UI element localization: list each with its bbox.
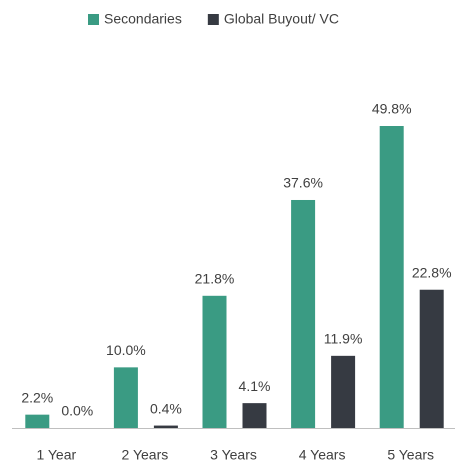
x-tick-label: 2 Years xyxy=(122,447,169,463)
value-label: 49.8% xyxy=(372,101,412,117)
x-tick-label: 3 Years xyxy=(210,447,257,463)
bar xyxy=(153,425,178,428)
bar xyxy=(25,414,50,428)
x-tick-label: 4 Years xyxy=(299,447,346,463)
legend-label: Secondaries xyxy=(104,11,182,27)
value-label: 4.1% xyxy=(239,378,271,394)
bar xyxy=(291,199,316,428)
bar xyxy=(202,295,227,428)
bar xyxy=(113,367,138,428)
bar xyxy=(419,289,444,428)
value-label: 2.2% xyxy=(21,389,53,405)
legend-label: Global Buyout/ VC xyxy=(224,11,339,27)
x-tick-label: 1 Year xyxy=(36,447,76,463)
value-label: 11.9% xyxy=(324,331,363,347)
bar xyxy=(242,403,267,428)
value-label: 22.8% xyxy=(412,264,452,280)
value-label: 0.4% xyxy=(150,400,182,416)
legend-swatch xyxy=(88,14,99,25)
bar xyxy=(379,126,404,428)
value-label: 0.0% xyxy=(61,403,93,419)
x-tick-label: 5 Years xyxy=(387,447,434,463)
value-label: 37.6% xyxy=(283,175,323,191)
value-label: 21.8% xyxy=(195,271,235,287)
value-label: 10.0% xyxy=(106,342,146,358)
bar xyxy=(331,355,356,428)
legend-swatch xyxy=(207,14,219,25)
